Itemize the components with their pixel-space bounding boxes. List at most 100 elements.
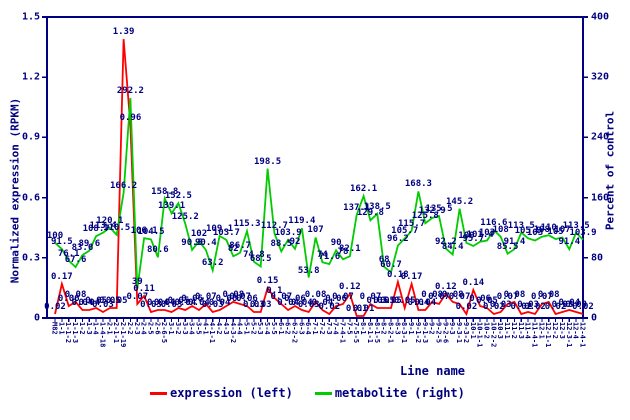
value-label: 107: [307, 225, 324, 236]
value-label: 0.07: [270, 291, 293, 302]
value-label: 135.5: [425, 204, 453, 215]
x-tick-label: 8-1-5: [372, 322, 381, 344]
value-label: 0.08: [222, 289, 245, 300]
x-tick-label: 3-5: [194, 322, 203, 335]
x-tick-label: 5-2: [249, 322, 258, 335]
value-label: 292.2: [116, 86, 144, 97]
value-label: 0.04: [188, 297, 210, 308]
value-label: 0.08: [304, 289, 327, 300]
value-label: 92.2: [435, 236, 457, 247]
value-label: 0.07: [332, 291, 354, 302]
value-label: 0.02: [544, 301, 567, 312]
value-label: 82: [227, 244, 239, 255]
value-label: 168.3: [404, 179, 432, 190]
value-label: 0.06: [215, 293, 238, 304]
value-label: 0.02: [44, 301, 66, 312]
x-tick-label: 10-1: [468, 322, 477, 339]
value-label: 103.9: [569, 227, 597, 238]
x-tick-label: 10-2: [482, 322, 491, 339]
value-label: 0.07: [359, 291, 382, 302]
value-label: 0.02: [455, 301, 478, 312]
x-tick-label: 9-3: [448, 322, 457, 335]
value-label: 0.11: [133, 283, 155, 294]
x-tick-label: 9-3-2: [461, 322, 470, 344]
value-label: 0.96: [119, 113, 142, 124]
x-tick-label: 1-1: [57, 322, 66, 335]
value-label: 0.06: [236, 293, 258, 304]
value-label: 103: [526, 228, 544, 239]
value-label: 0.03: [201, 299, 224, 310]
value-label: 53.8: [297, 265, 320, 276]
x-tick-label: 1-4: [91, 322, 100, 335]
value-label: 0.05: [99, 295, 121, 306]
value-label: 63.2: [201, 258, 224, 269]
value-label: 139.1: [158, 201, 186, 212]
x-tick-label: 7-3: [324, 322, 333, 335]
value-label: 96.2: [387, 233, 409, 244]
value-label: 83.6: [71, 243, 94, 254]
x-tick-label: 5-5: [269, 322, 278, 335]
x-tick-label: 6-2: [283, 322, 292, 335]
value-label: 0.05: [366, 295, 389, 306]
value-label: 0.05: [85, 295, 107, 306]
value-label: 162.1: [350, 184, 378, 195]
x-tick-label: 1-4-18: [98, 322, 107, 348]
legend-label-metabolite: metabolite (right): [334, 386, 465, 400]
x-tick-label: 2-1-1: [112, 322, 121, 344]
value-label: 103.9: [274, 227, 302, 238]
value-label: 105.9: [514, 226, 542, 237]
x-tick-label: 8-3: [393, 322, 402, 335]
x-tick-label: 9-1: [407, 322, 416, 335]
left-y-tick-label: 0.6: [21, 192, 40, 204]
value-label: 0.05: [167, 295, 190, 306]
value-label: 137.1: [343, 202, 371, 213]
metabolite-line-swatch: [314, 391, 332, 395]
value-label: 110.5: [103, 222, 131, 233]
right-y-tick-label: 400: [591, 11, 610, 23]
value-label: 0.04: [414, 297, 437, 308]
value-label: 107: [554, 225, 571, 236]
right-y-tick-label: 0: [591, 312, 598, 324]
x-tick-label: M82: [50, 322, 59, 335]
value-label: 120.1: [96, 215, 124, 226]
right-y-tick-label: 160: [591, 192, 610, 204]
legend-item-metabolite: metabolite (right): [314, 386, 465, 400]
value-label: 0.05: [476, 295, 498, 306]
value-label: 103: [478, 228, 496, 239]
x-tick-label: 2-5: [146, 322, 155, 335]
x-tick-label: 8-2-1: [386, 322, 395, 344]
value-label: 0.03: [160, 299, 183, 310]
value-label: 158.8: [151, 186, 179, 197]
x-tick-label: 3-4: [187, 322, 196, 335]
value-label: 100: [458, 230, 475, 241]
value-label: 84.4: [441, 242, 464, 253]
x-tick-label: 11-1: [503, 322, 512, 339]
value-label: 112.7: [260, 221, 288, 232]
value-label: 0.12: [435, 281, 457, 292]
x-tick-label: 11-3: [516, 322, 525, 339]
value-label: 102: [190, 229, 208, 240]
value-label: 91.5: [51, 237, 73, 248]
value-label: 0.04: [71, 297, 94, 308]
value-label: 115.7: [398, 218, 426, 229]
legend-item-expression: expression (left): [150, 386, 293, 400]
value-label: 0.04: [208, 297, 231, 308]
value-label: 110: [540, 223, 557, 234]
left-y-axis-title: Normalized expression (RPKM): [8, 97, 22, 284]
value-label: 0.08: [537, 289, 560, 300]
left-y-tick-label: 0.9: [21, 131, 40, 143]
right-y-tick-label: 320: [591, 71, 610, 83]
value-label: 105.7: [391, 226, 419, 237]
value-label: 0.07: [531, 291, 553, 302]
x-tick-label: 10-1-1: [475, 322, 484, 348]
x-tick-label: 4-3: [221, 322, 230, 335]
x-tick-label: 3-1: [167, 322, 176, 335]
value-label: 90: [330, 238, 342, 249]
value-label: 138.5: [363, 201, 391, 212]
x-tick-label: 6-2-2: [290, 322, 299, 344]
value-label: 166.2: [110, 180, 138, 191]
value-label: 0.07: [195, 291, 217, 302]
x-tick-label: 1-1-3: [71, 322, 80, 344]
value-label: 0.04: [147, 297, 169, 308]
